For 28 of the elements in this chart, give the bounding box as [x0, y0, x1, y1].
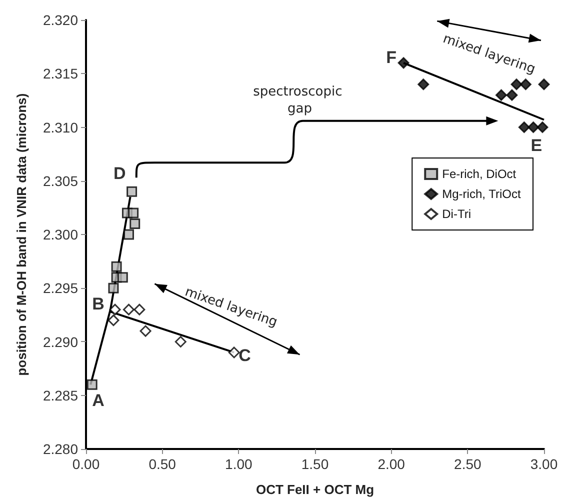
x-tick-label: 0.00 — [72, 456, 100, 472]
annotation: D — [113, 164, 126, 183]
x-tick-label: 1.00 — [225, 456, 253, 472]
legend-label: Fe-rich, DiOct — [442, 167, 517, 181]
legend-label: Mg-rich, TriOct — [442, 187, 522, 201]
y-tick-label: 2.290 — [42, 334, 78, 350]
annotation: C — [238, 346, 251, 366]
annotation: A — [92, 391, 104, 410]
y-axis-title: position of M-OH band in VNIR data (microns) — [14, 93, 29, 376]
y-tick-label: 2.280 — [42, 441, 78, 457]
y-tick-label: 2.315 — [42, 66, 78, 82]
x-tick-label: 2.00 — [378, 456, 406, 472]
annotation: B — [92, 294, 104, 314]
y-tick-label: 2.310 — [42, 119, 78, 136]
x-tick-label: 0.50 — [148, 456, 176, 472]
y-tick-label: 2.300 — [42, 226, 78, 242]
x-tick-label: 1.50 — [301, 456, 329, 472]
y-tick-label: 2.320 — [42, 12, 78, 28]
y-tick-label: 2.285 — [42, 387, 78, 404]
legend-label: Di-Tri — [442, 207, 471, 221]
annotation: spectroscopic gap — [253, 84, 346, 116]
y-tick-label: 2.295 — [42, 280, 78, 296]
annotation: F — [386, 48, 397, 68]
annotation: E — [530, 136, 542, 155]
x-tick-label: 2.50 — [454, 456, 482, 472]
x-tick-label: 3.00 — [530, 456, 558, 472]
x-axis-title: OCT FeII + OCT Mg — [256, 482, 374, 497]
y-tick-label: 2.305 — [42, 172, 78, 189]
